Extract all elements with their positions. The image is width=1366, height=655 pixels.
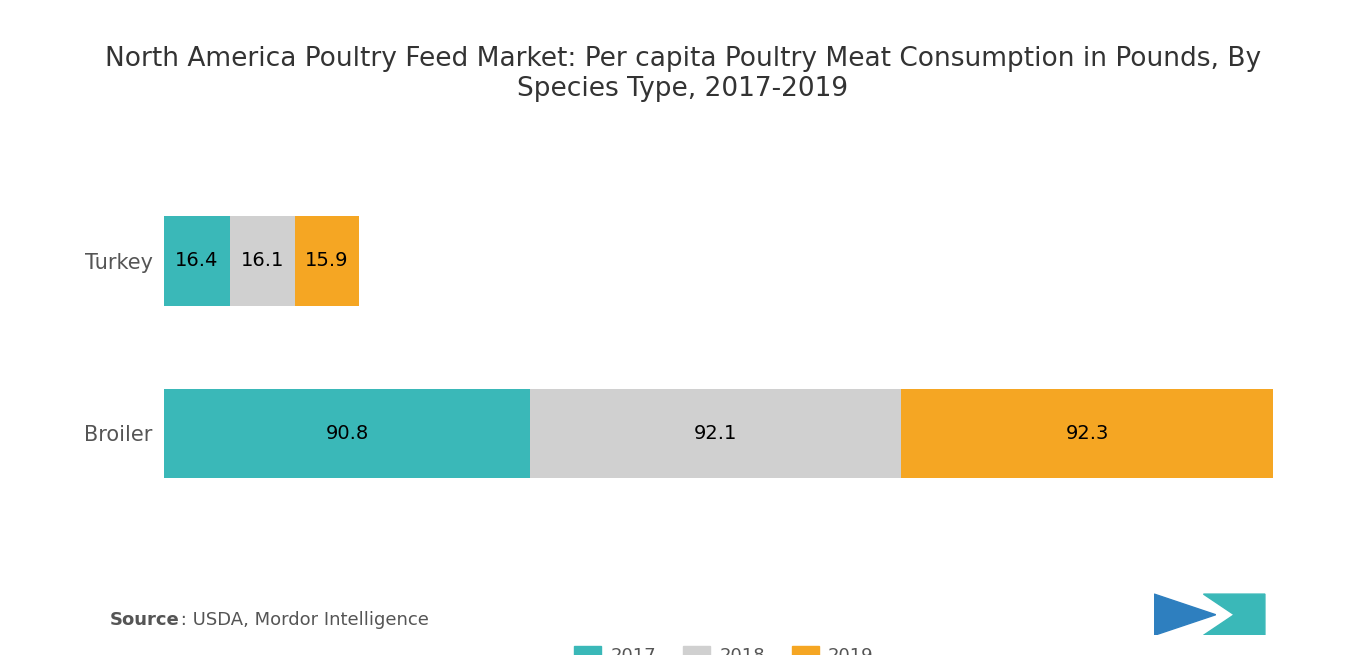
Polygon shape <box>1203 594 1265 635</box>
Bar <box>295 216 359 306</box>
Bar <box>902 388 1273 478</box>
Text: 16.1: 16.1 <box>240 252 284 271</box>
Text: 15.9: 15.9 <box>305 252 348 271</box>
Bar <box>164 388 530 478</box>
Bar <box>530 388 902 478</box>
Text: 16.4: 16.4 <box>175 252 219 271</box>
Legend: 2017, 2018, 2019: 2017, 2018, 2019 <box>567 639 881 655</box>
Text: 90.8: 90.8 <box>325 424 369 443</box>
Polygon shape <box>1154 594 1216 635</box>
Text: 92.1: 92.1 <box>694 424 738 443</box>
Bar <box>229 216 295 306</box>
Text: North America Poultry Feed Market: Per capita Poultry Meat Consumption in Pounds: North America Poultry Feed Market: Per c… <box>105 46 1261 102</box>
Bar <box>164 216 229 306</box>
Text: Source: Source <box>109 611 179 629</box>
Text: 92.3: 92.3 <box>1065 424 1109 443</box>
Text: : USDA, Mordor Intelligence: : USDA, Mordor Intelligence <box>175 611 429 629</box>
